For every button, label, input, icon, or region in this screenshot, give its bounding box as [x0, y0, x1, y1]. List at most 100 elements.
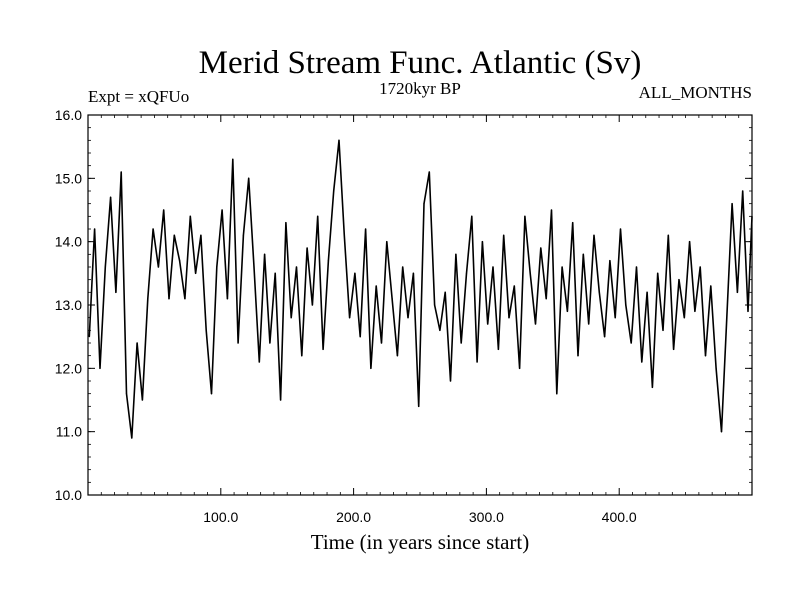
data-point: [603, 336, 606, 338]
data-point: [290, 317, 292, 319]
data-point: [492, 266, 494, 268]
data-point: [577, 355, 579, 357]
data-point: [662, 329, 664, 331]
data-point: [572, 222, 574, 224]
data-point: [94, 228, 96, 230]
data-point: [364, 228, 367, 230]
data-point: [524, 215, 526, 217]
data-point: [242, 234, 244, 236]
series-line-group: [88, 139, 753, 439]
data-point: [688, 241, 691, 243]
data-point: [306, 247, 308, 249]
data-point: [731, 203, 733, 205]
data-point: [550, 209, 553, 211]
data-point: [487, 323, 489, 325]
data-point: [104, 266, 106, 268]
data-point: [673, 348, 675, 350]
data-point: [200, 234, 202, 236]
data-point: [147, 298, 149, 300]
data-point: [407, 317, 409, 319]
data-point: [152, 228, 154, 230]
data-point: [694, 310, 696, 312]
data-point: [736, 291, 738, 293]
data-point: [540, 247, 542, 249]
x-tick-label: 100.0: [203, 509, 238, 525]
data-point: [386, 241, 388, 243]
data-point: [588, 323, 590, 325]
data-point: [566, 310, 569, 312]
y-tick-label: 13.0: [55, 297, 82, 313]
data-point: [434, 304, 436, 306]
data-point: [396, 355, 399, 357]
data-point: [418, 405, 420, 407]
data-point: [120, 171, 122, 173]
data-point: [614, 317, 616, 319]
data-point: [115, 291, 117, 293]
data-point: [269, 342, 271, 344]
data-point: [444, 291, 446, 293]
data-point: [370, 367, 372, 369]
experiment-label: Expt = xQFUo: [88, 87, 189, 106]
data-point: [179, 260, 181, 262]
y-tick-label: 10.0: [55, 487, 82, 503]
data-point: [349, 317, 351, 319]
y-axis: 10.0 11.0 12.0 13.0 14.0 15.0 16.0: [55, 107, 752, 503]
data-point: [216, 266, 218, 268]
data-point: [508, 317, 510, 319]
data-point: [726, 317, 728, 319]
data-point: [248, 177, 250, 179]
period-label: 1720kyr BP: [379, 79, 461, 98]
data-point: [279, 399, 282, 401]
data-point: [412, 272, 414, 274]
data-point: [343, 234, 345, 236]
y-tick-label: 16.0: [55, 107, 82, 123]
data-point: [598, 291, 600, 293]
data-point: [449, 380, 452, 382]
data-point: [476, 361, 478, 363]
data-point: [157, 266, 159, 268]
data-point: [109, 196, 112, 198]
x-tick-label: 400.0: [602, 509, 637, 525]
data-point: [264, 253, 266, 255]
data-point: [439, 329, 441, 331]
data-point: [194, 272, 197, 274]
plot-area-frame: [87, 114, 753, 496]
data-point: [423, 203, 425, 205]
months-label: ALL_MONTHS: [639, 83, 752, 102]
data-point: [635, 266, 638, 268]
data-point: [205, 329, 207, 331]
y-tick-label: 12.0: [55, 360, 82, 376]
data-point: [274, 272, 276, 274]
data-point: [354, 272, 356, 274]
data-point: [471, 215, 473, 217]
data-point: [556, 393, 558, 395]
data-point: [609, 260, 611, 262]
data-point: [168, 298, 170, 300]
data-point: [391, 298, 393, 300]
data-point: [131, 437, 133, 439]
data-point: [375, 285, 377, 287]
data-point: [497, 348, 499, 350]
data-point: [720, 431, 723, 433]
data-point: [210, 393, 213, 395]
data-point: [226, 298, 229, 300]
data-point: [593, 234, 595, 236]
data-point: [667, 234, 669, 236]
x-tick-label: 200.0: [336, 509, 371, 525]
data-point: [683, 317, 685, 319]
data-point: [322, 348, 324, 350]
data-point: [232, 158, 234, 160]
data-point: [641, 361, 643, 363]
data-point: [455, 253, 457, 255]
data-point: [338, 139, 340, 141]
data-point: [380, 342, 383, 344]
data-point: [545, 298, 547, 300]
series-line: [88, 139, 753, 439]
data-point: [333, 190, 335, 192]
data-point: [519, 367, 521, 369]
data-point: [402, 266, 404, 268]
data-point: [481, 241, 484, 243]
data-point: [189, 215, 191, 217]
data-point: [327, 260, 329, 262]
